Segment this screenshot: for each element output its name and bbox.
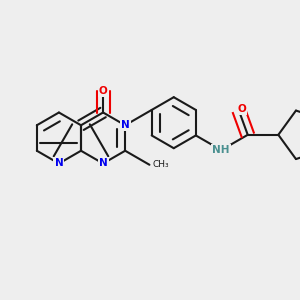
Text: N: N [55, 158, 63, 169]
Text: NH: NH [212, 145, 230, 155]
Text: N: N [99, 158, 107, 169]
Text: CH₃: CH₃ [152, 160, 169, 169]
Text: N: N [121, 120, 130, 130]
Text: O: O [238, 104, 246, 114]
Text: O: O [99, 86, 107, 96]
